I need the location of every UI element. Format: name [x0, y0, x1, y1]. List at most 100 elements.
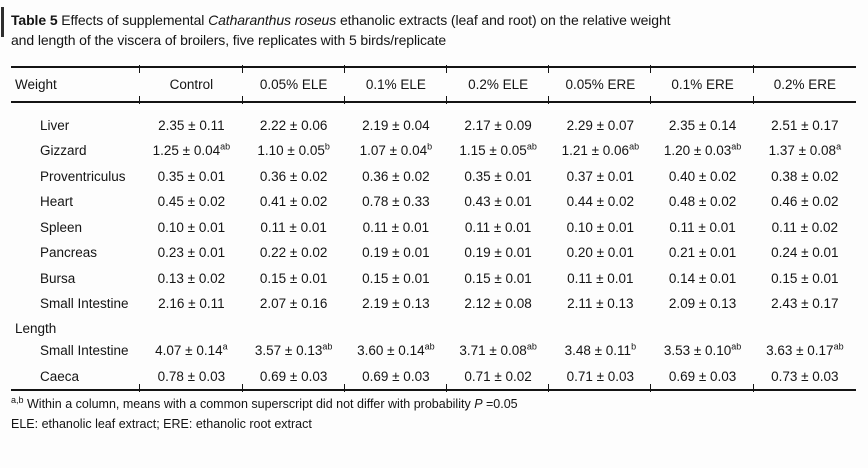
value-cell: 3.60 ± 0.14ab	[357, 341, 435, 359]
value-cell: 0.19 ± 0.01	[464, 245, 532, 261]
significance-superscript: ab	[220, 141, 231, 152]
table-row: Small Intestine 4.07 ± 0.14a 3.57 ± 0.13ab…	[11, 338, 856, 364]
scan-artifact	[1, 7, 4, 37]
page: Table 5 Effects of supplemental Catharan…	[11, 10, 857, 431]
value-cell: 0.71 ± 0.02	[445, 364, 550, 392]
value-cell: 0.11 ± 0.01	[567, 270, 634, 286]
value-cell: 3.57 ± 0.13ab	[254, 341, 333, 359]
significance-superscript: a	[222, 341, 228, 352]
value-cell: 0.13 ± 0.02	[157, 270, 226, 286]
significance-superscript: ab	[526, 141, 537, 152]
value-cell: 0.15 ± 0.01	[259, 270, 328, 286]
row-label: Spleen	[40, 219, 83, 235]
table-row: Pancreas 0.23 ± 0.01 0.22 ± 0.02 0.19 ± 0.0…	[11, 240, 856, 266]
value-cell: 0.43 ± 0.01	[464, 194, 532, 210]
footnote-text: Within a column, means with a common sup…	[23, 397, 475, 412]
value-cell: 0.15 ± 0.01	[362, 270, 430, 286]
row-label: Pancreas	[40, 245, 98, 261]
value-cell: 2.19 ± 0.04	[362, 117, 430, 133]
value-cell: 3.48 ± 0.11b	[564, 341, 637, 359]
significance-superscript: ab	[731, 341, 742, 352]
value-cell: 0.14 ± 0.01	[668, 270, 737, 286]
value-cell: 0.69 ± 0.03	[241, 364, 345, 392]
caption-text-2: ethanolic extracts (leaf and root) on th…	[336, 12, 671, 28]
significance-superscript: a	[836, 141, 842, 152]
species-name: Catharanthus roseus	[208, 12, 337, 28]
value-cell: 0.44 ± 0.02	[566, 194, 635, 210]
table-number: Table 5	[11, 12, 58, 28]
value-cell: 0.78 ± 0.33	[362, 194, 430, 210]
significance-superscript: ab	[424, 341, 435, 352]
value-cell: 0.35 ± 0.01	[157, 168, 226, 184]
caption-text-3: and length of the viscera of broilers, f…	[11, 32, 447, 49]
value-cell: 0.73 ± 0.03	[752, 364, 856, 392]
value-cell: 0.11 ± 0.01	[669, 219, 736, 235]
significance-superscript: b	[631, 341, 637, 352]
row-label: Heart	[40, 194, 74, 210]
column-header-ele-005: 0.05% ELE	[241, 64, 345, 104]
table-row: Bursa 0.13 ± 0.02 0.15 ± 0.01 0.15 ± 0.01 0.…	[11, 266, 856, 292]
value-cell: 3.53 ± 0.10ab	[663, 341, 742, 359]
value-cell: 0.69 ± 0.03	[343, 364, 447, 392]
significance-superscript: ab	[833, 341, 844, 352]
value-cell: 3.63 ± 0.17ab	[766, 341, 844, 359]
table-row: Heart 0.45 ± 0.02 0.41 ± 0.02 0.78 ± 0.33 0.…	[11, 189, 856, 215]
value-cell: 0.36 ± 0.02	[362, 168, 430, 184]
column-header-weight: Weight	[11, 65, 141, 103]
value-cell: 0.78 ± 0.03	[139, 364, 243, 392]
value-cell: 2.22 ± 0.06	[259, 117, 328, 133]
value-cell: 2.29 ± 0.07	[566, 117, 635, 133]
row-label: Liver	[40, 117, 70, 133]
value-cell: 1.37 ± 0.08a	[768, 141, 842, 159]
value-cell: 0.71 ± 0.03	[548, 364, 652, 392]
value-cell: 0.21 ± 0.01	[668, 245, 737, 261]
table-row: Liver 2.35 ± 0.11 2.22 ± 0.06 2.19 ± 0.04 2.…	[11, 103, 856, 139]
significance-superscript: ab	[731, 141, 742, 152]
value-cell: 1.10 ± 0.05b	[257, 141, 330, 159]
table-row: Small Intestine 2.16 ± 0.11 2.07 ± 0.16 2.1…	[11, 291, 856, 317]
value-cell: 0.11 ± 0.02	[771, 219, 839, 235]
value-cell: 0.36 ± 0.02	[259, 168, 328, 184]
row-label: Small Intestine	[40, 343, 129, 359]
value-cell: 4.07 ± 0.14a	[155, 341, 228, 359]
value-cell: 3.71 ± 0.08ab	[459, 341, 537, 359]
row-label: Caeca	[11, 364, 141, 392]
section-label: Length	[15, 320, 57, 336]
value-cell: 0.22 ± 0.02	[259, 245, 328, 261]
value-cell: 0.35 ± 0.01	[464, 168, 532, 184]
column-header-ere-005: 0.05% ERE	[548, 64, 652, 104]
column-header-ere-02: 0.2% ERE	[752, 64, 856, 104]
footnote-superscript: a,b	[11, 395, 24, 406]
viscera-table: Weight Control 0.05% ELE 0.1% ELE 0.2% E…	[11, 64, 856, 392]
column-header-control: Control	[139, 64, 243, 104]
value-cell: 0.15 ± 0.01	[464, 270, 532, 286]
value-cell: 0.45 ± 0.02	[157, 194, 226, 210]
p-value: =0.05	[482, 397, 518, 412]
value-cell: 0.11 ± 0.01	[260, 219, 327, 235]
value-cell: 1.21 ± 0.06ab	[561, 141, 640, 159]
row-label: Proventriculus	[40, 168, 126, 184]
footnote-significance: a,b Within a column, means with a common…	[11, 396, 856, 412]
table-caption: Table 5 Effects of supplemental Catharan…	[11, 10, 857, 51]
significance-superscript: b	[427, 141, 433, 152]
value-cell: 1.07 ± 0.04b	[359, 141, 433, 159]
value-cell: 2.35 ± 0.14	[668, 117, 737, 133]
value-cell: 2.16 ± 0.11	[158, 296, 225, 312]
value-cell: 2.51 ± 0.17	[771, 117, 839, 133]
value-cell: 0.11 ± 0.01	[362, 219, 430, 235]
significance-superscript: ab	[322, 341, 333, 352]
value-cell: 2.19 ± 0.13	[362, 296, 430, 312]
significance-superscript: ab	[526, 341, 537, 352]
value-cell: 2.35 ± 0.11	[158, 117, 225, 133]
value-cell: 0.69 ± 0.03	[650, 364, 754, 392]
column-header-ele-01: 0.1% ELE	[343, 64, 447, 104]
value-cell: 2.12 ± 0.08	[464, 296, 532, 312]
header-row: Weight Control 0.05% ELE 0.1% ELE 0.2% E…	[11, 64, 856, 104]
table-header: Weight Control 0.05% ELE 0.1% ELE 0.2% E…	[11, 64, 856, 104]
row-label: Small Intestine	[40, 296, 129, 312]
value-cell: 2.43 ± 0.17	[771, 296, 839, 312]
row-label: Bursa	[40, 270, 76, 286]
value-cell: 0.38 ± 0.02	[771, 168, 839, 184]
value-cell: 0.40 ± 0.02	[668, 168, 737, 184]
value-cell: 0.15 ± 0.01	[771, 270, 839, 286]
